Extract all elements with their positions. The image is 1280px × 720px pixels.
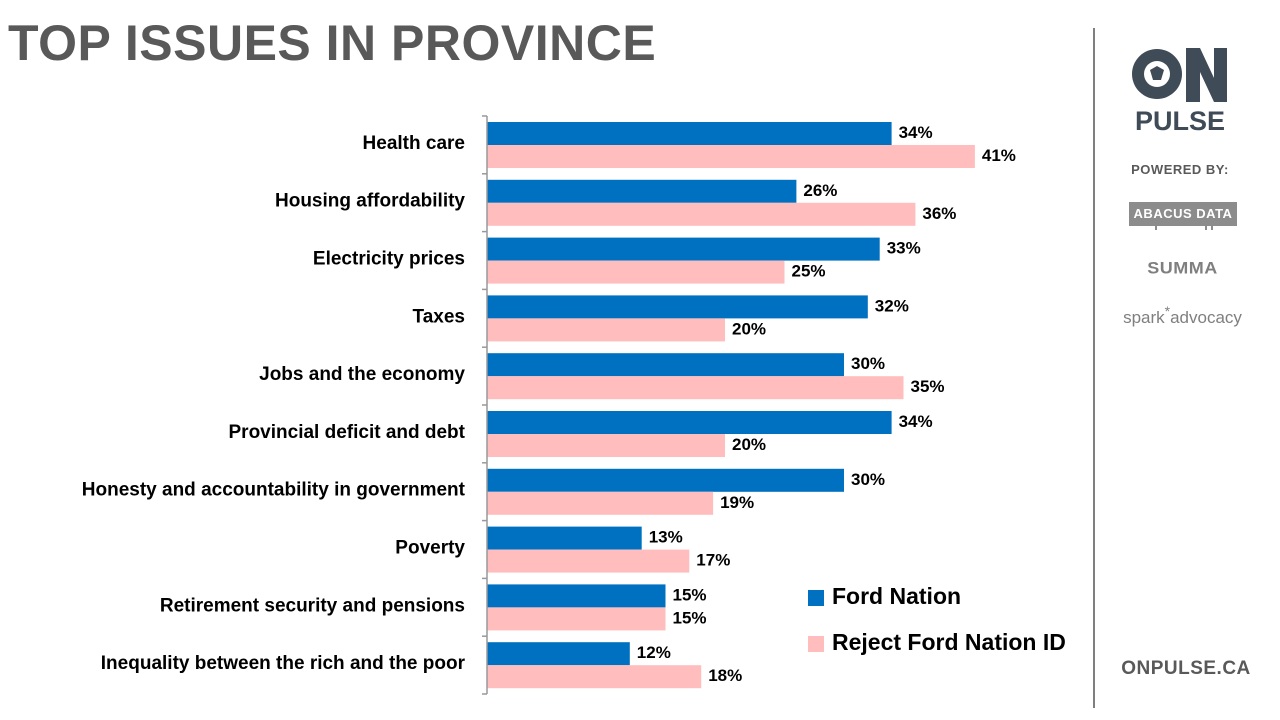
abacus-ticks-icon <box>1129 224 1237 230</box>
bar-ford-nation <box>487 122 892 145</box>
on-logo-icon <box>1132 48 1227 102</box>
spark-advocacy-logo: spark*advocacy <box>1100 303 1265 328</box>
category-label: Taxes <box>413 306 465 327</box>
data-label: 13% <box>649 528 683 547</box>
bar-chart: Health care 34% 41% Housing affordability 26… <box>82 115 1066 695</box>
advocacy-text: advocacy <box>1170 308 1242 327</box>
data-label: 26% <box>803 181 837 200</box>
bar-reject-ford-nation <box>487 607 666 631</box>
page-title: TOP ISSUES IN PROVINCE <box>8 15 657 71</box>
bar-reject-ford-nation <box>487 260 785 284</box>
data-label: 17% <box>696 551 730 570</box>
category-label: Provincial deficit and debt <box>229 422 466 443</box>
spark-text: spark <box>1123 308 1165 327</box>
category-label: Jobs and the economy <box>259 364 465 385</box>
bar-reject-ford-nation <box>487 376 904 400</box>
data-label: 30% <box>851 470 885 489</box>
bar-ford-nation <box>487 584 666 608</box>
category-label: Housing affordability <box>275 191 465 212</box>
bar-ford-nation <box>487 353 844 377</box>
category-label: Poverty <box>395 538 465 559</box>
category-label: Health care <box>363 133 465 154</box>
data-label: 34% <box>899 412 933 431</box>
spark-star-icon: * <box>1164 303 1171 319</box>
vertical-divider <box>1093 28 1095 708</box>
website-label: ONPULSE.CA <box>1121 658 1251 679</box>
bar-reject-ford-nation <box>487 549 690 573</box>
data-label: 20% <box>732 319 766 338</box>
category-label: Inequality between the rich and the poor <box>101 653 466 674</box>
bar-ford-nation <box>487 526 642 550</box>
bar-reject-ford-nation <box>487 491 714 515</box>
data-label: 36% <box>922 204 956 223</box>
bar-ford-nation <box>487 468 844 492</box>
data-label: 30% <box>851 354 885 373</box>
logo-pulse-text: PULSE <box>1134 106 1226 136</box>
data-label: 33% <box>887 239 921 258</box>
abacus-data-logo: ABACUS DATA <box>1129 202 1237 226</box>
data-label: 32% <box>875 296 909 315</box>
bar-reject-ford-nation <box>487 145 975 168</box>
category-label: Electricity prices <box>313 249 465 270</box>
data-label: 41% <box>982 146 1016 165</box>
bar-reject-ford-nation <box>487 202 916 226</box>
bar-ford-nation <box>487 237 880 261</box>
bar-reject-ford-nation <box>487 318 725 342</box>
data-label: 18% <box>708 666 742 685</box>
legend-label: Ford Nation <box>832 583 961 609</box>
category-label: Retirement security and pensions <box>160 595 465 616</box>
bar-reject-ford-nation <box>487 665 702 689</box>
bar-ford-nation <box>487 295 868 319</box>
category-label: Honesty and accountability in government <box>82 480 466 501</box>
data-label: 12% <box>637 643 671 662</box>
bar-ford-nation <box>487 642 630 666</box>
data-label: 34% <box>899 123 933 142</box>
data-label: 19% <box>720 493 754 512</box>
data-label: 35% <box>911 377 945 396</box>
summa-logo: SUMMA <box>1147 259 1218 278</box>
bar-reject-ford-nation <box>487 434 725 457</box>
data-label: 15% <box>673 585 707 604</box>
legend-swatch <box>808 636 824 652</box>
bar-ford-nation <box>487 179 797 203</box>
data-label: 20% <box>732 435 766 454</box>
legend-swatch <box>808 590 824 606</box>
legend-label: Reject Ford Nation ID <box>832 629 1066 655</box>
bar-ford-nation <box>487 411 892 434</box>
powered-by-label: POWERED BY: <box>1131 162 1229 177</box>
data-label: 15% <box>673 608 707 627</box>
data-label: 25% <box>792 262 826 281</box>
